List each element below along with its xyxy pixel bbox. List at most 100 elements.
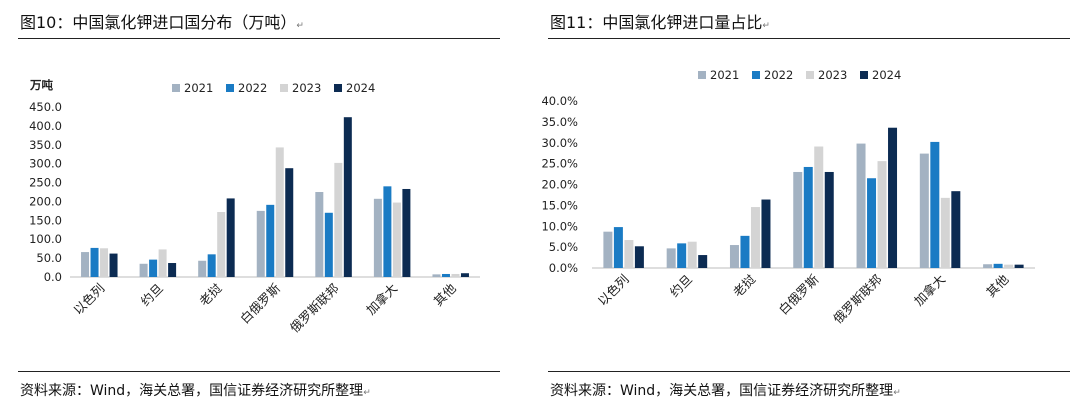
bar-2023 [877, 161, 887, 268]
bar-2022 [613, 227, 623, 268]
x-category-label: 老挝 [196, 280, 225, 309]
y-tick-label: 5.0% [549, 240, 578, 254]
bar-2023 [392, 202, 401, 277]
x-category-label: 其他 [431, 280, 460, 309]
right-figure-title-text: 图11：中国氯化钾进口量占比 [550, 13, 763, 32]
bar-2023 [100, 248, 109, 277]
bar-2022 [207, 254, 216, 277]
y-unit-label: 万吨 [29, 78, 53, 92]
bar-2024 [761, 199, 771, 268]
legend-label: 2021 [710, 68, 739, 82]
bar-2024 [824, 171, 834, 268]
y-tick-label: 0.0% [549, 261, 578, 275]
bar-2021 [983, 264, 993, 268]
bar-2022 [383, 186, 392, 277]
bar-2023 [940, 197, 950, 268]
bar-2021 [198, 260, 207, 277]
bar-2024 [168, 263, 177, 277]
bar-2021 [666, 248, 676, 268]
legend-label: 2022 [764, 68, 793, 82]
legend-swatch-2024 [860, 71, 868, 79]
left-bottom-rule [18, 371, 500, 372]
bar-2023 [1004, 264, 1014, 268]
y-tick-label: 30.0% [541, 136, 578, 150]
legend-swatch-2022 [226, 84, 234, 92]
right-bottom-rule [548, 371, 1070, 372]
legend-swatch-2024 [334, 84, 342, 92]
bar-2022 [149, 259, 158, 277]
bar-2022 [993, 263, 1003, 268]
left-figure-title-text: 图10：中国氯化钾进口国分布（万吨） [20, 13, 297, 32]
bar-2021 [793, 171, 803, 268]
left-top-rule [18, 38, 500, 39]
x-category-label: 以色列 [70, 281, 107, 318]
bar-2022 [803, 166, 813, 268]
right-figure-panel: 图11：中国氯化钾进口量占比↵ 0.0% 5.0% 10.0% 15.0% 20.0% 2… [530, 0, 1080, 411]
bar-2024 [1014, 264, 1024, 268]
bar-2023 [451, 273, 460, 277]
bar-2023 [217, 212, 226, 277]
bar-2023 [624, 240, 634, 268]
y-tick-label: 0.0 [44, 270, 62, 284]
bar-2024 [402, 188, 411, 277]
y-tick-label: 10.0% [541, 219, 578, 233]
bar-2022 [90, 247, 99, 277]
left-figure-title: 图10：中国氯化钾进口国分布（万吨）↵ [20, 9, 304, 33]
bar-2021 [729, 245, 739, 268]
y-tick-label: 15.0% [541, 198, 578, 212]
bar-2021 [256, 210, 265, 277]
bar-2024 [634, 246, 644, 268]
legend-swatch-2021 [698, 71, 706, 79]
legend-label: 2024 [346, 81, 375, 95]
y-tick-label: 20.0% [541, 178, 578, 192]
legend-label: 2021 [184, 81, 213, 95]
bar-2023 [750, 207, 760, 268]
bar-2024 [951, 191, 961, 268]
bar-2024 [226, 198, 235, 277]
paragraph-mark-icon: ↵ [363, 388, 371, 398]
x-category-label: 加拿大 [911, 272, 948, 309]
x-category-label: 约旦 [667, 272, 695, 300]
left-figure-panel: 图10：中国氯化钾进口国分布（万吨）↵ 万吨 0.0 50.0 100.0 150.0 2… [0, 0, 510, 411]
bar-2024 [343, 117, 352, 277]
right-bar-chart: 0.0% 5.0% 10.0% 15.0% 20.0% 25.0% 30.0% 35.0% 40… [541, 68, 1035, 326]
bar-2022 [930, 141, 940, 268]
legend-swatch-2022 [752, 71, 760, 79]
x-category-label: 以色列 [595, 272, 632, 309]
legend-label: 2024 [872, 68, 901, 82]
y-tick-label: 450.0 [29, 100, 62, 114]
legend-swatch-2023 [280, 84, 288, 92]
paragraph-mark-icon: ↵ [893, 388, 901, 398]
y-tick-label: 350.0 [29, 138, 62, 152]
bar-2023 [687, 241, 697, 268]
right-top-rule [548, 38, 1070, 39]
bar-2021 [919, 153, 929, 268]
bar-2021 [432, 274, 441, 277]
legend-label: 2022 [238, 81, 267, 95]
left-bar-chart: 万吨 0.0 50.0 100.0 150.0 200.0 250.0 300.0 350.0 4… [29, 78, 480, 336]
legend-label: 2023 [292, 81, 321, 95]
x-category-label: 加拿大 [363, 281, 400, 318]
y-tick-label: 40.0% [541, 94, 578, 108]
x-category-label: 老挝 [730, 271, 759, 300]
legend-label: 2023 [818, 68, 847, 82]
bar-2022 [441, 273, 450, 277]
x-category-label: 俄罗斯联邦 [287, 281, 342, 336]
bar-2024 [285, 168, 294, 277]
bar-2023 [158, 249, 167, 277]
x-category-label: 白俄罗斯 [237, 281, 283, 327]
right-figure-title: 图11：中国氯化钾进口量占比↵ [550, 9, 770, 33]
bar-2021 [603, 231, 613, 268]
bar-2021 [315, 192, 324, 277]
y-tick-label: 100.0 [29, 232, 62, 246]
bar-2022 [266, 204, 275, 277]
bar-2022 [740, 235, 750, 268]
left-source-note: 资料来源：Wind，海关总署，国信证券经济研究所整理↵ [20, 380, 371, 400]
paragraph-mark-icon: ↵ [296, 21, 304, 31]
bar-2024 [460, 273, 469, 277]
bar-2021 [139, 263, 148, 277]
bar-2023 [814, 146, 824, 268]
y-tick-label: 250.0 [29, 176, 62, 190]
bar-2021 [81, 252, 90, 277]
bar-2024 [109, 253, 118, 277]
